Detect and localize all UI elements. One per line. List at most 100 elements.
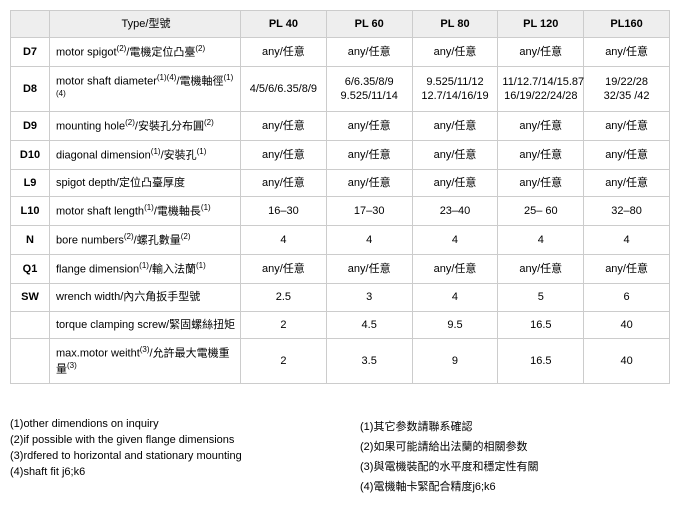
cell: any/任意: [412, 38, 498, 67]
footnote-item: (3)rdfered to horizontal and stationary …: [10, 450, 320, 462]
cell: 40: [584, 338, 670, 383]
table-row: D10diagonal dimension(1)/安裝孔(1)any/任意any…: [11, 141, 670, 170]
row-code: SW: [11, 284, 50, 311]
row-code: D8: [11, 67, 50, 112]
cell: 19/22/2832/35 /42: [584, 67, 670, 112]
cell: 11/12.7/14/15.8716/19/22/24/28: [498, 67, 584, 112]
cell: 4: [326, 226, 412, 255]
row-code: [11, 338, 50, 383]
row-desc: motor spigot(2)/電機定位凸臺(2): [50, 38, 241, 67]
cell: 2.5: [241, 284, 327, 311]
header-pl120: PL 120: [498, 11, 584, 38]
row-code: L10: [11, 197, 50, 226]
cell: 23–40: [412, 197, 498, 226]
cell: any/任意: [412, 112, 498, 141]
footnote-item: (3)與電機裝配的水平度和穩定性有關: [360, 458, 670, 474]
cell: 16.5: [498, 311, 584, 338]
row-desc: mounting hole(2)/安裝孔分布圓(2): [50, 112, 241, 141]
cell: any/任意: [241, 255, 327, 284]
cell: 4: [498, 226, 584, 255]
cell: 6: [584, 284, 670, 311]
cell: 3: [326, 284, 412, 311]
cell: any/任意: [498, 255, 584, 284]
row-desc: wrench width/內六角扳手型號: [50, 284, 241, 311]
cell: 40: [584, 311, 670, 338]
header-row: Type/型號 PL 40 PL 60 PL 80 PL 120 PL160: [11, 11, 670, 38]
footnote-item: (1)other dimendions on inquiry: [10, 418, 320, 430]
cell: any/任意: [498, 38, 584, 67]
cell: 2: [241, 338, 327, 383]
row-code: D10: [11, 141, 50, 170]
cell: 17–30: [326, 197, 412, 226]
cell: 16–30: [241, 197, 327, 226]
spec-table: Type/型號 PL 40 PL 60 PL 80 PL 120 PL160 D…: [10, 10, 670, 384]
cell: 4: [412, 226, 498, 255]
footnote-item: (4)shaft fit j6;k6: [10, 466, 320, 478]
cell: 9.525/11/1212.7/14/16/19: [412, 67, 498, 112]
table-row: Q1flange dimension(1)/輸入法蘭(1)any/任意any/任…: [11, 255, 670, 284]
table-row: D8motor shaft diameter(1)(4)/電機軸徑(1)(4)4…: [11, 67, 670, 112]
row-code: L9: [11, 170, 50, 197]
table-row: max.motor weitht(3)/允許最大電機重量(3)23.5916.5…: [11, 338, 670, 383]
cell: 3.5: [326, 338, 412, 383]
cell: any/任意: [326, 255, 412, 284]
cell: any/任意: [412, 170, 498, 197]
row-desc: spigot depth/定位凸臺厚度: [50, 170, 241, 197]
row-code: Q1: [11, 255, 50, 284]
table-row: L9spigot depth/定位凸臺厚度any/任意any/任意any/任意a…: [11, 170, 670, 197]
footnote-item: (2)如果可能請給出法蘭的相關参数: [360, 438, 670, 454]
cell: any/任意: [326, 38, 412, 67]
cell: any/任意: [241, 112, 327, 141]
row-code: D7: [11, 38, 50, 67]
row-desc: max.motor weitht(3)/允許最大電機重量(3): [50, 338, 241, 383]
cell: 4.5: [326, 311, 412, 338]
row-code: [11, 311, 50, 338]
cell: any/任意: [241, 170, 327, 197]
row-code: D9: [11, 112, 50, 141]
cell: any/任意: [584, 141, 670, 170]
cell: any/任意: [498, 170, 584, 197]
footnote-item: (2)if possible with the given flange dim…: [10, 434, 320, 446]
footnotes-left: (1)other dimendions on inquiry (2)if poss…: [10, 414, 320, 498]
cell: 9.5: [412, 311, 498, 338]
cell: any/任意: [584, 170, 670, 197]
cell: any/任意: [241, 38, 327, 67]
cell: 6/6.35/8/99.525/11/14: [326, 67, 412, 112]
header-pl160: PL160: [584, 11, 670, 38]
cell: 4: [241, 226, 327, 255]
header-blank: [11, 11, 50, 38]
row-desc: bore numbers(2)/螺孔數量(2): [50, 226, 241, 255]
table-row: torque clamping screw/緊固螺絲扭矩24.59.516.54…: [11, 311, 670, 338]
cell: 9: [412, 338, 498, 383]
row-desc: diagonal dimension(1)/安裝孔(1): [50, 141, 241, 170]
cell: 5: [498, 284, 584, 311]
table-row: D9mounting hole(2)/安裝孔分布圓(2)any/任意any/任意…: [11, 112, 670, 141]
table-row: L10motor shaft length(1)/電機軸長(1)16–3017–…: [11, 197, 670, 226]
row-desc: flange dimension(1)/輸入法蘭(1): [50, 255, 241, 284]
cell: 4: [584, 226, 670, 255]
footnote-item: (1)其它参数請聯系確認: [360, 418, 670, 434]
table-row: SWwrench width/內六角扳手型號2.53456: [11, 284, 670, 311]
header-pl40: PL 40: [241, 11, 327, 38]
cell: any/任意: [412, 255, 498, 284]
cell: any/任意: [326, 112, 412, 141]
row-desc: motor shaft length(1)/電機軸長(1): [50, 197, 241, 226]
table-row: D7motor spigot(2)/電機定位凸臺(2)any/任意any/任意a…: [11, 38, 670, 67]
header-pl80: PL 80: [412, 11, 498, 38]
header-pl60: PL 60: [326, 11, 412, 38]
row-desc: torque clamping screw/緊固螺絲扭矩: [50, 311, 241, 338]
cell: 4/5/6/6.35/8/9: [241, 67, 327, 112]
cell: any/任意: [326, 141, 412, 170]
table-row: Nbore numbers(2)/螺孔數量(2)44444: [11, 226, 670, 255]
cell: any/任意: [241, 141, 327, 170]
cell: 32–80: [584, 197, 670, 226]
footnotes: (1)other dimendions on inquiry (2)if poss…: [10, 414, 670, 498]
cell: any/任意: [498, 112, 584, 141]
cell: any/任意: [326, 170, 412, 197]
cell: any/任意: [498, 141, 584, 170]
cell: any/任意: [584, 38, 670, 67]
row-desc: motor shaft diameter(1)(4)/電機軸徑(1)(4): [50, 67, 241, 112]
cell: any/任意: [584, 255, 670, 284]
cell: 16.5: [498, 338, 584, 383]
cell: 2: [241, 311, 327, 338]
